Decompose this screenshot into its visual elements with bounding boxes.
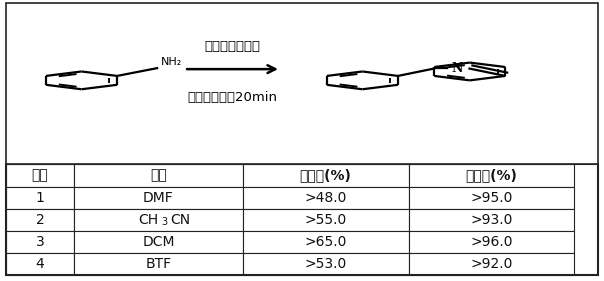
Text: DMF: DMF [143, 191, 174, 205]
Text: BTF: BTF [146, 257, 172, 271]
Bar [6, 231, 74, 253]
Bar [243, 187, 408, 209]
Bar [74, 187, 243, 209]
Bar [74, 209, 243, 231]
Bar [6, 253, 74, 275]
Text: 序号: 序号 [31, 169, 48, 182]
Text: DCM: DCM [142, 235, 175, 249]
Text: 转化率(%): 转化率(%) [300, 169, 352, 182]
Bar [6, 3, 598, 164]
Text: N: N [452, 62, 463, 75]
Text: >93.0: >93.0 [471, 213, 513, 227]
Text: >55.0: >55.0 [304, 213, 347, 227]
Bar [6, 187, 74, 209]
Text: >96.0: >96.0 [470, 235, 513, 249]
Bar [6, 164, 598, 275]
Bar [408, 253, 574, 275]
Text: 3: 3 [36, 235, 45, 249]
Text: >65.0: >65.0 [304, 235, 347, 249]
Bar [408, 231, 574, 253]
Text: 1: 1 [36, 191, 45, 205]
Bar [408, 187, 574, 209]
Bar [243, 164, 408, 187]
Text: 选择性(%): 选择性(%) [466, 169, 518, 182]
Bar [74, 164, 243, 187]
Text: 2: 2 [36, 213, 45, 227]
Bar [6, 164, 74, 187]
Text: CH: CH [138, 213, 158, 227]
Text: >95.0: >95.0 [471, 191, 513, 205]
Text: 溶剖: 溶剖 [150, 169, 167, 182]
Text: 光照，溶剂，20min: 光照，溶剂，20min [187, 91, 278, 104]
Text: >53.0: >53.0 [304, 257, 347, 271]
Bar [6, 209, 74, 231]
Bar [74, 253, 243, 275]
Bar [408, 209, 574, 231]
Bar [243, 231, 408, 253]
Text: >48.0: >48.0 [304, 191, 347, 205]
Text: 3: 3 [161, 217, 167, 227]
Text: 4: 4 [36, 257, 45, 271]
Text: >92.0: >92.0 [471, 257, 513, 271]
Bar [74, 231, 243, 253]
Text: CN: CN [170, 213, 191, 227]
Text: NH₂: NH₂ [161, 57, 182, 67]
Text: 空气中，催化剂: 空气中，催化剂 [205, 40, 260, 53]
Bar [243, 209, 408, 231]
Bar [243, 253, 408, 275]
Bar [408, 164, 574, 187]
